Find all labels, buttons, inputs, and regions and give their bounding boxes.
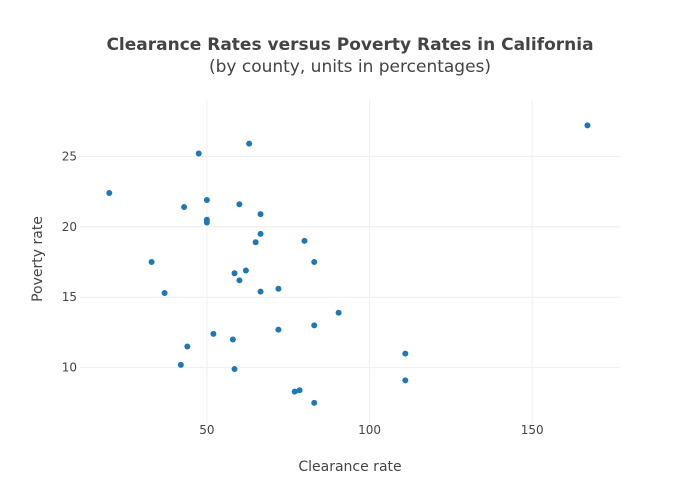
data-point bbox=[275, 326, 282, 333]
x-tick-label: 150 bbox=[521, 423, 544, 437]
chart-title: Clearance Rates versus Poverty Rates in … bbox=[106, 35, 593, 55]
data-point bbox=[257, 211, 264, 218]
data-point bbox=[148, 259, 155, 265]
data-point bbox=[242, 267, 249, 274]
data-point bbox=[231, 270, 238, 277]
data-point bbox=[311, 259, 318, 265]
grid-lines bbox=[80, 100, 620, 424]
x-tick-label: 100 bbox=[358, 423, 381, 437]
x-axis-title: Clearance rate bbox=[298, 459, 401, 475]
data-point bbox=[106, 189, 113, 196]
data-point bbox=[275, 285, 282, 292]
data-point bbox=[231, 366, 238, 373]
tick-labels: 50 100 150 10 15 20 25 bbox=[62, 149, 544, 437]
data-point bbox=[184, 343, 191, 350]
y-tick-label: 15 bbox=[62, 290, 77, 304]
y-tick-label: 25 bbox=[62, 149, 77, 163]
data-point bbox=[177, 361, 184, 368]
y-tick-label: 10 bbox=[62, 361, 77, 375]
data-point bbox=[246, 140, 253, 147]
data-point bbox=[301, 237, 308, 244]
x-tick-label: 50 bbox=[199, 423, 214, 437]
data-point bbox=[311, 322, 318, 329]
data-point bbox=[252, 239, 259, 246]
data-point bbox=[195, 150, 202, 157]
data-point bbox=[584, 122, 591, 129]
data-points bbox=[106, 122, 591, 406]
data-point bbox=[402, 350, 409, 357]
data-point bbox=[161, 289, 168, 296]
data-point bbox=[291, 388, 298, 395]
data-point bbox=[181, 204, 188, 211]
data-point bbox=[236, 201, 243, 208]
chart-subtitle: (by county, units in percentages) bbox=[209, 57, 491, 77]
data-point bbox=[257, 288, 264, 295]
data-point bbox=[210, 330, 217, 337]
data-point bbox=[203, 219, 210, 226]
data-point bbox=[257, 230, 264, 237]
data-point bbox=[402, 377, 409, 384]
data-point bbox=[203, 197, 210, 204]
data-point bbox=[335, 309, 342, 316]
data-point bbox=[236, 277, 243, 284]
y-tick-label: 20 bbox=[62, 220, 77, 234]
data-point bbox=[229, 336, 236, 343]
data-point bbox=[311, 399, 318, 406]
data-point bbox=[296, 387, 303, 394]
y-axis-title: Poverty rate bbox=[30, 216, 46, 302]
